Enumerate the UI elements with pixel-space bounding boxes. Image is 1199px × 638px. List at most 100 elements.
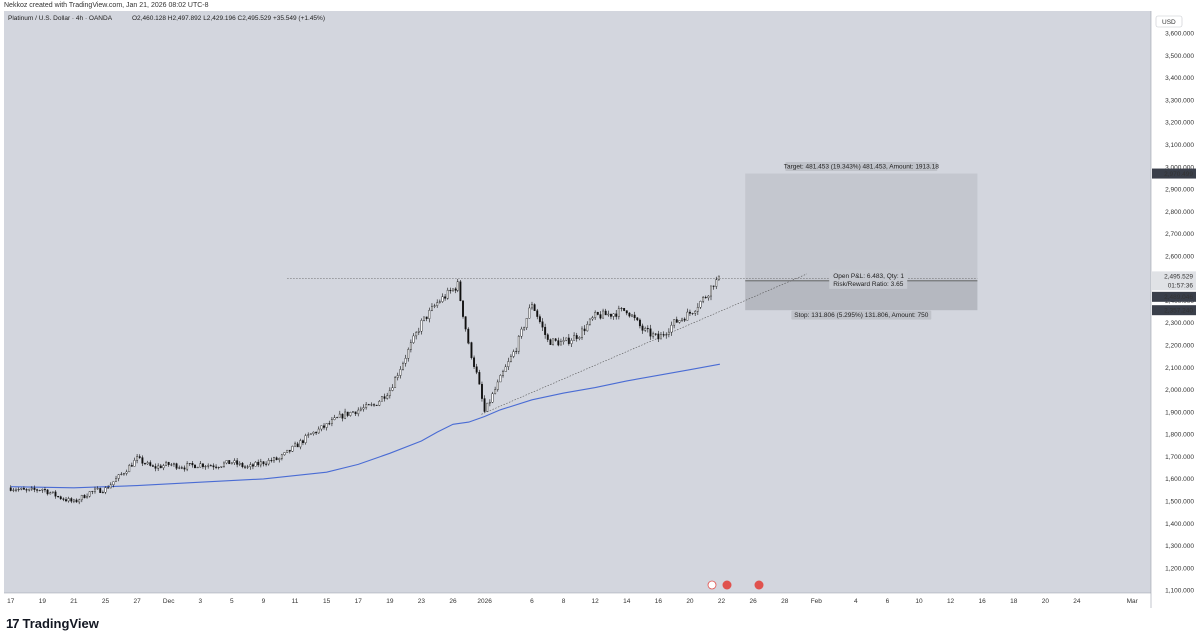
time-tick-label: 20 [1042,598,1050,605]
price-tick-label: 1,100.000 [1165,588,1194,595]
candle-body [462,300,464,317]
candle-body [557,340,560,346]
candle-body [144,463,146,465]
candle-body [391,387,394,391]
candle-body [552,338,554,345]
candle-body [483,398,486,412]
candle-body [459,281,462,301]
footer: 17 TradingView [0,608,1199,638]
candle-body [225,460,228,464]
candle-body [178,467,181,469]
annotation-lines[interactable] [287,273,978,415]
candle-body [304,435,307,444]
candle-body [65,499,67,502]
candle-body [617,308,620,317]
candle-body [641,325,644,331]
candle-body [94,488,96,492]
candle-body [436,302,439,306]
candle-body [581,328,583,338]
candle-body [594,312,597,318]
candle-body [464,316,467,330]
candle-body [538,316,541,322]
price-tick-label: 2,800.000 [1165,209,1194,216]
candle-body [107,487,110,489]
candle-body [75,499,78,503]
currency-button[interactable] [1155,15,1183,28]
candle-body [512,351,515,357]
candle-body [673,319,676,326]
candle-body [373,404,375,406]
candle-body [428,310,431,319]
candle-body [288,449,291,452]
candle-body [412,335,415,343]
candle-body [407,349,410,359]
price-chart[interactable]: Target: 481.453 (19.343%) 481.453, Amoun… [4,11,1199,608]
chart-area[interactable]: Target: 481.453 (19.343%) 481.453, Amoun… [4,11,1199,608]
candle-body [470,342,473,358]
candle-body [249,464,252,467]
tradingview-logo[interactable]: 17 TradingView [6,616,99,631]
candle-body [220,466,223,468]
candle-body [236,460,239,465]
candle-body [291,445,294,452]
candle-body [554,338,557,341]
candle-body [244,466,246,468]
legend-symbol[interactable]: Platinum / U.S. Dollar · 4h · OANDA [8,15,113,22]
candle-body [402,363,404,370]
long-position-tool[interactable] [745,173,978,311]
time-tick-label: 20 [686,598,694,605]
candle-body [546,334,549,340]
event-markers[interactable] [707,580,764,590]
candle-body [323,425,325,428]
candle-body [359,408,362,411]
price-tick-label: 1,700.000 [1165,454,1194,461]
price-tick-label: 2,900.000 [1165,187,1194,194]
candle-body [631,314,633,317]
time-tick-label: 19 [386,598,394,605]
price-tick-label: 3,300.000 [1165,97,1194,104]
candle-body [270,460,273,462]
candle-body [162,465,165,469]
brand-name: TradingView [22,616,99,631]
candle-body [212,465,215,468]
time-tick-label: 18 [1010,598,1018,605]
candle-body [612,313,615,317]
time-tick-label: 6 [886,598,890,605]
candle-body [473,357,476,367]
candle-body [710,285,712,297]
candle-body [399,369,402,376]
candle-body [278,458,281,461]
candle-body [604,310,607,316]
candle-body [157,465,160,469]
candle-body [196,466,199,469]
candle-body [41,489,44,491]
candle-body [17,489,20,491]
candle-body [596,312,599,315]
candle-body [610,313,612,317]
us-flag-event-icon [722,580,732,590]
candle-body [667,331,670,335]
time-tick-label: 3 [198,598,202,605]
tradingview-mark-icon: 17 [6,616,20,631]
time-axis[interactable]: 17 19 21 25 27 Dec 3 5 9 11 15 17 19 23 26 2026 6 8 12 14 16… [7,598,1139,605]
trendline[interactable] [481,273,807,415]
candle-body [702,297,705,302]
candle-body [309,433,312,435]
candle-body [444,296,447,299]
time-tick-label: 21 [70,598,78,605]
candle-body [665,334,668,336]
candle-body [325,423,328,428]
candle-body [201,463,204,467]
target-zone[interactable] [745,173,978,281]
candle-body [283,452,286,456]
price-axis[interactable]: 3,600.000 3,500.000 3,400.000 3,300.000 3,20… [1165,31,1194,595]
candle-body [646,328,649,330]
candle-body [341,413,344,419]
price-tick-label: 1,500.000 [1165,498,1194,505]
candle-body [49,492,52,495]
candle-body [578,337,581,339]
candle-body [120,473,123,475]
candle-body [394,377,397,388]
candle-body [194,464,196,469]
candle-body [57,496,60,498]
